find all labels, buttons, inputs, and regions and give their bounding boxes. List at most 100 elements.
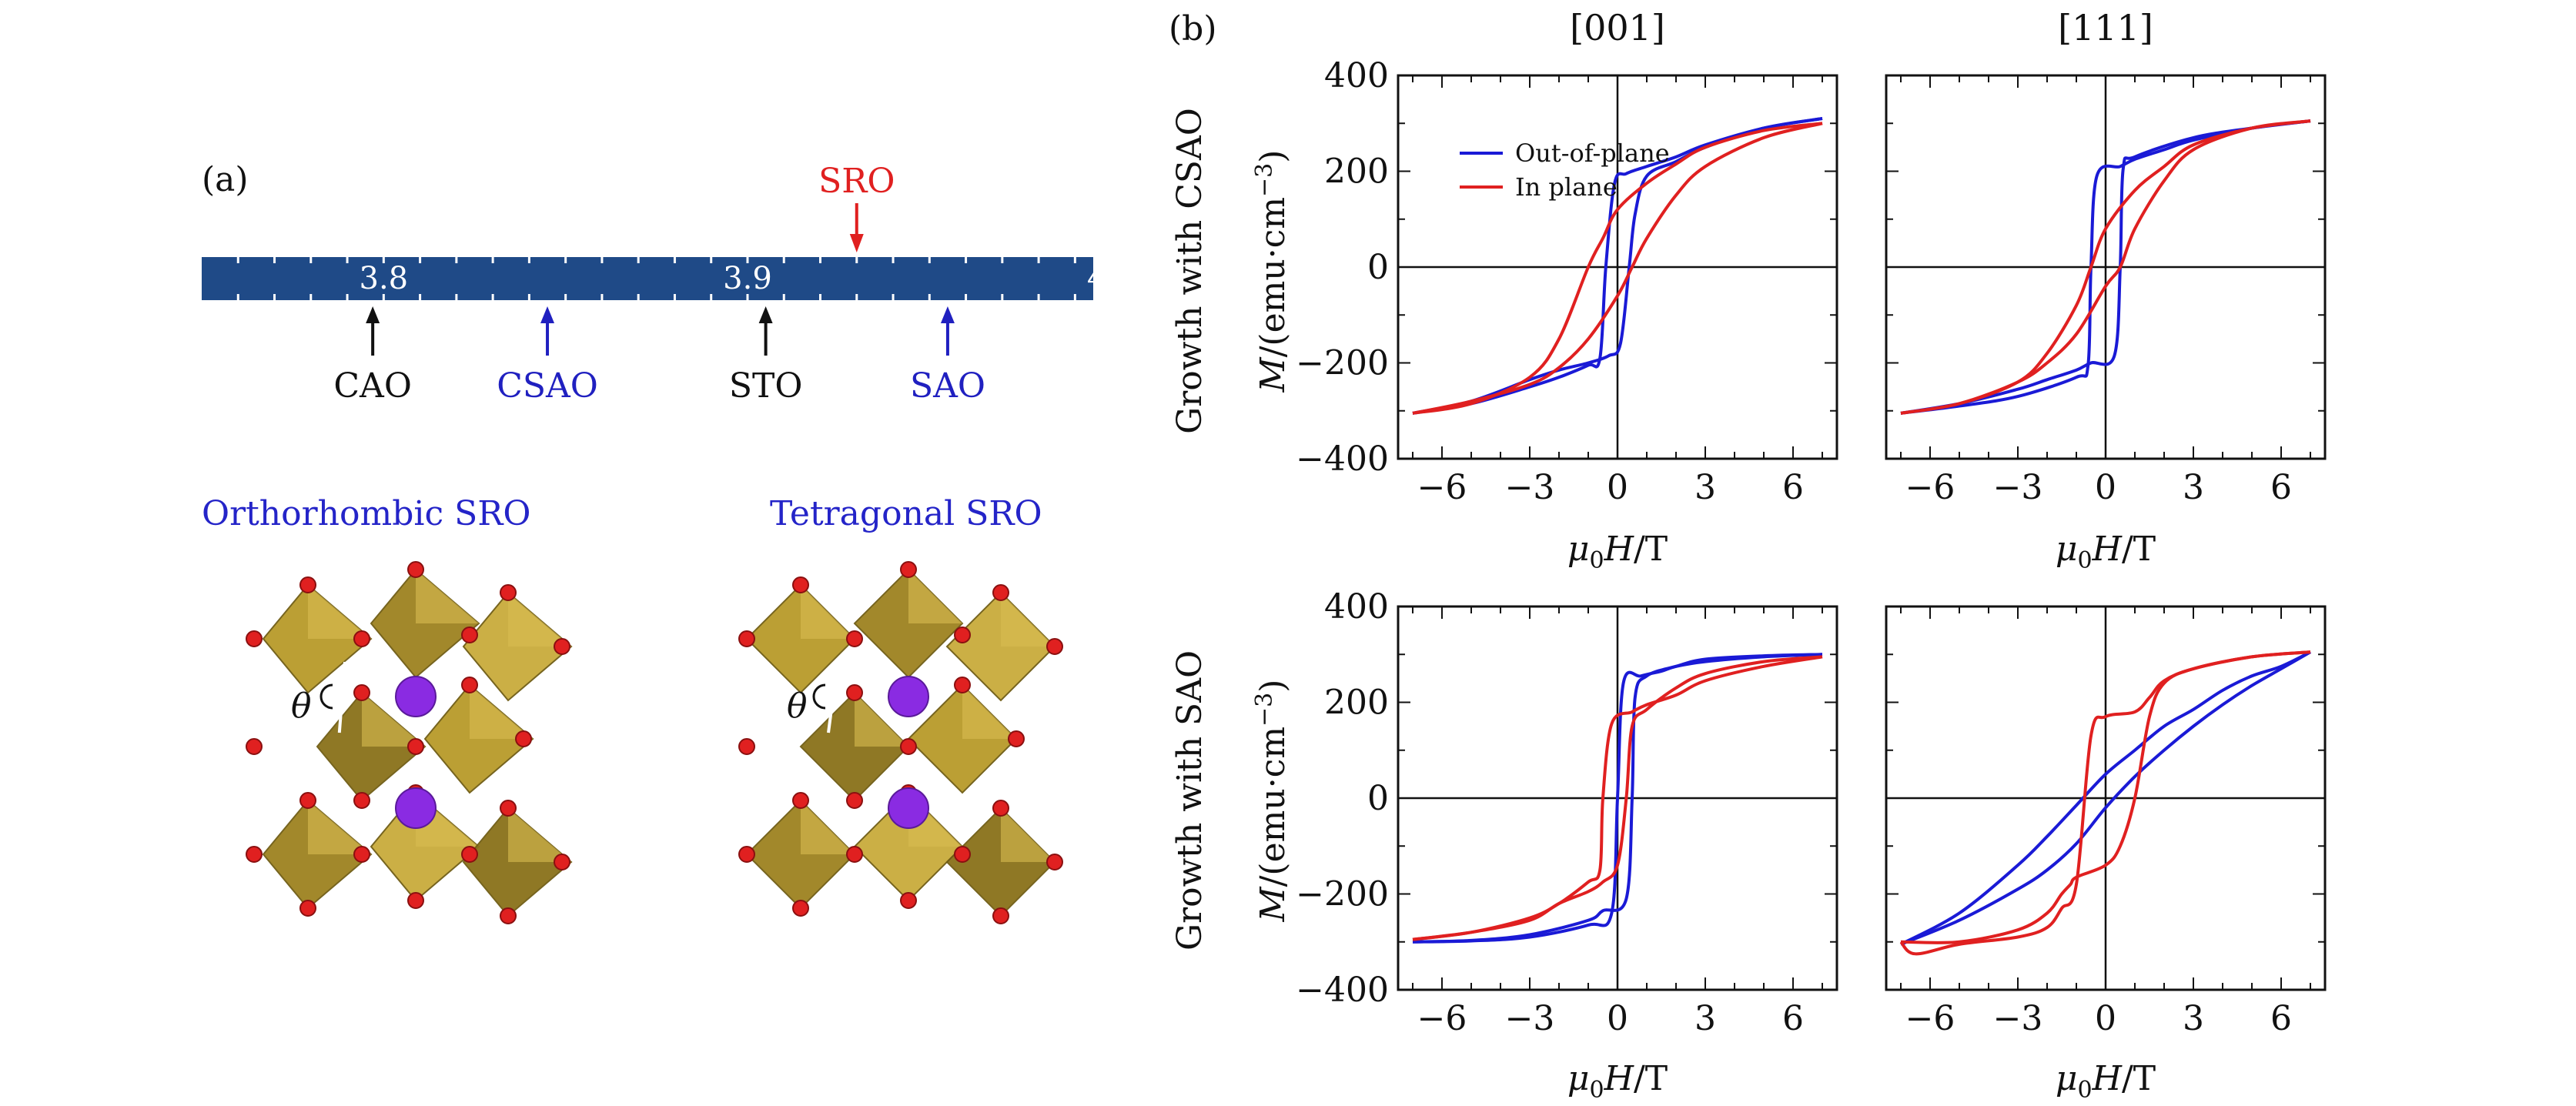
sr-atom	[888, 676, 929, 717]
x-axis-label-sub: 0	[1589, 547, 1604, 574]
curve-in-plane	[1900, 119, 2311, 415]
oxygen-atom	[500, 584, 517, 601]
oxygen-atom	[353, 792, 370, 809]
x-axis-label: μ0H/T	[1567, 530, 1668, 574]
oxygen-atom	[1046, 638, 1063, 655]
angle-line	[827, 661, 839, 733]
x-tick-label: −3	[1505, 468, 1555, 507]
curve-out-of-plane	[1412, 653, 1823, 944]
curve-out-of-plane	[1412, 117, 1823, 415]
x-axis-label: μ0H/T	[1567, 1059, 1668, 1104]
octahedron-facet	[801, 800, 855, 854]
marker-csao: CSAO	[497, 306, 598, 406]
curve-out-of-plane	[1900, 650, 2311, 946]
oxygen-atom	[554, 638, 570, 655]
curve-in-plane	[1412, 122, 1823, 415]
oxygen-atom	[792, 576, 809, 593]
octahedron-facet	[1001, 808, 1055, 862]
structure-label-orthorhombic: Orthorhombic SRO	[202, 494, 530, 533]
curve-out-of-plane	[1412, 653, 1823, 944]
oxygen-atom	[515, 730, 532, 747]
oxygen-atom	[461, 846, 478, 863]
marker-sto-label: STO	[729, 366, 803, 406]
x-axis-label-h: H	[1604, 530, 1635, 569]
marker-cao: CAO	[333, 306, 412, 406]
x-tick-label: 6	[2270, 468, 2292, 507]
y-tick-label: 0	[1367, 779, 1389, 818]
curve-out-of-plane	[1900, 650, 2311, 946]
octahedron-facet	[801, 585, 855, 639]
y-tick-label: 400	[1324, 587, 1389, 627]
x-axis-label: μ0H/T	[2056, 530, 2156, 574]
oxygen-atom	[992, 800, 1009, 817]
oxygen-atom	[500, 800, 517, 817]
x-tick-label: −3	[1993, 468, 2043, 507]
x-tick-label: 3	[2183, 468, 2204, 507]
angle-arc	[812, 683, 826, 710]
orthorhombic-structure-picture	[246, 561, 573, 924]
curve-in-plane	[1412, 655, 1823, 941]
tetragonal-structure-picture	[738, 561, 1063, 924]
oxygen-atom	[246, 630, 263, 647]
oxygen-atom	[461, 677, 478, 693]
oxygen-atom	[900, 738, 917, 755]
x-axis-label-unit: /T	[1634, 1059, 1668, 1098]
scale-minor-ticks	[236, 257, 1076, 300]
y-axis-label-unit: /(emu·cm	[1253, 727, 1293, 887]
column-title-001: [001]	[1570, 7, 1665, 48]
oxygen-atom	[1008, 730, 1025, 747]
x-axis-label-sub: 0	[1589, 1077, 1604, 1104]
structure-label-tetragonal: Tetragonal SRO	[770, 494, 1042, 533]
y-axis-label-m: M	[1253, 356, 1293, 393]
y-axis-label-sup: −3	[1251, 163, 1278, 197]
x-tick-label: 0	[2095, 468, 2116, 507]
plot-SAO-001: −6 −3 0 3 6 −400 −200 0 200 400	[1296, 587, 1838, 1038]
oxygen-atom	[954, 846, 971, 863]
y-axis-label-unit: /(emu·cm	[1253, 197, 1293, 357]
oxygen-atom	[407, 738, 424, 755]
oxygen-atom	[900, 561, 917, 578]
x-axis-label-mu: μ	[1567, 1059, 1590, 1098]
oxygen-atom	[353, 630, 370, 647]
oxygen-atom	[992, 584, 1009, 601]
oxygen-atom	[900, 892, 917, 909]
panel-b-label: (b)	[1169, 9, 1217, 48]
y-tick-label: −400	[1296, 439, 1389, 479]
octahedron-facet	[908, 570, 962, 623]
y-axis-label-close: )	[1253, 150, 1293, 163]
x-tick-label: −6	[1417, 999, 1467, 1038]
x-tick-label: 6	[1782, 999, 1804, 1038]
oxygen-atom	[246, 738, 263, 755]
y-tick-label: 400	[1324, 56, 1389, 95]
y-tick-label: −200	[1296, 875, 1389, 914]
marker-cao-arrow-head	[366, 306, 380, 323]
x-axis-label: μ0H/T	[2056, 1059, 2156, 1104]
y-axis-label-sup: −3	[1251, 693, 1278, 727]
oxygen-atom	[407, 561, 424, 578]
x-axis-label-unit: /T	[2122, 530, 2156, 569]
oxygen-atom	[299, 792, 316, 809]
x-tick-label: 3	[1694, 468, 1716, 507]
octahedron-facet	[308, 800, 371, 854]
theta-label-tetragonal: θ	[787, 687, 808, 726]
x-axis-label-mu: μ	[2056, 530, 2078, 569]
legend-label-out-of-plane: Out-of-plane	[1515, 139, 1670, 168]
octahedron-facet	[362, 693, 425, 747]
marker-sro: SRO	[818, 162, 895, 252]
oxygen-atom	[738, 630, 755, 647]
plot-CSAO-111: −6 −3 0 3 6	[1885, 74, 2327, 507]
y-tick-label: 0	[1367, 248, 1389, 287]
oxygen-atom	[792, 792, 809, 809]
panel-b: (b) [001] [111] Growth with CSAO Growth …	[1169, 7, 2327, 1104]
octahedron-facet	[855, 693, 908, 747]
y-tick-label: 200	[1324, 683, 1389, 723]
octahedron-facet	[308, 585, 371, 639]
marker-sro-arrow-head	[849, 234, 864, 252]
y-axis-label-m: M	[1253, 886, 1293, 922]
sr-atom	[395, 676, 437, 717]
x-tick-label: −3	[1505, 999, 1555, 1038]
oxygen-atom	[353, 846, 370, 863]
marker-sto: STO	[729, 306, 803, 406]
x-tick-label: 6	[2270, 999, 2292, 1038]
